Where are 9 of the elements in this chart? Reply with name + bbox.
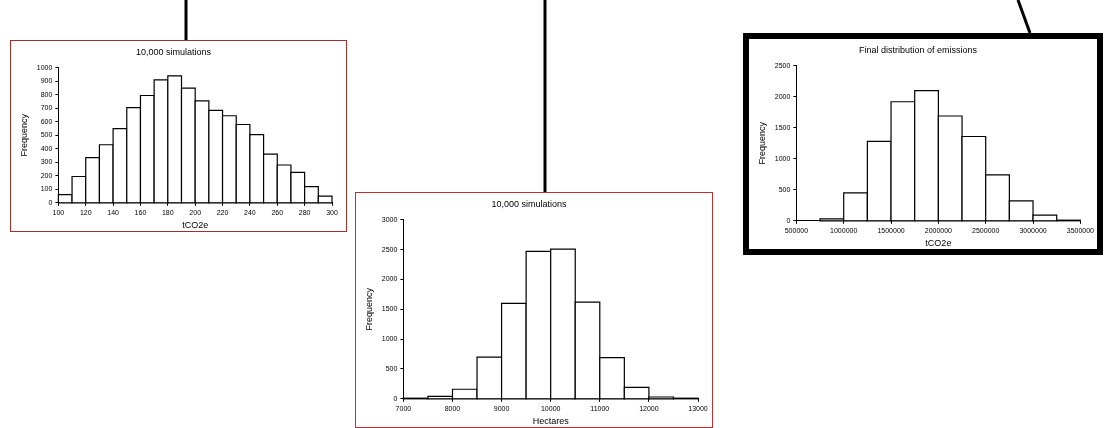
x-axis-title: tCO2e [925, 238, 952, 249]
x-axis-title: tCO2e [182, 220, 209, 231]
y-axis-title: Frequency [18, 113, 29, 157]
y-axis-title: Frequency [756, 121, 767, 165]
chart-title: 10,000 simulations [135, 46, 212, 57]
x-axis-title: Hectares [532, 416, 570, 427]
y-axis-title: Frequency [363, 287, 374, 331]
chart-title: Final distribution of emissions [858, 44, 978, 55]
chart-title: 10,000 simulations [491, 198, 568, 209]
